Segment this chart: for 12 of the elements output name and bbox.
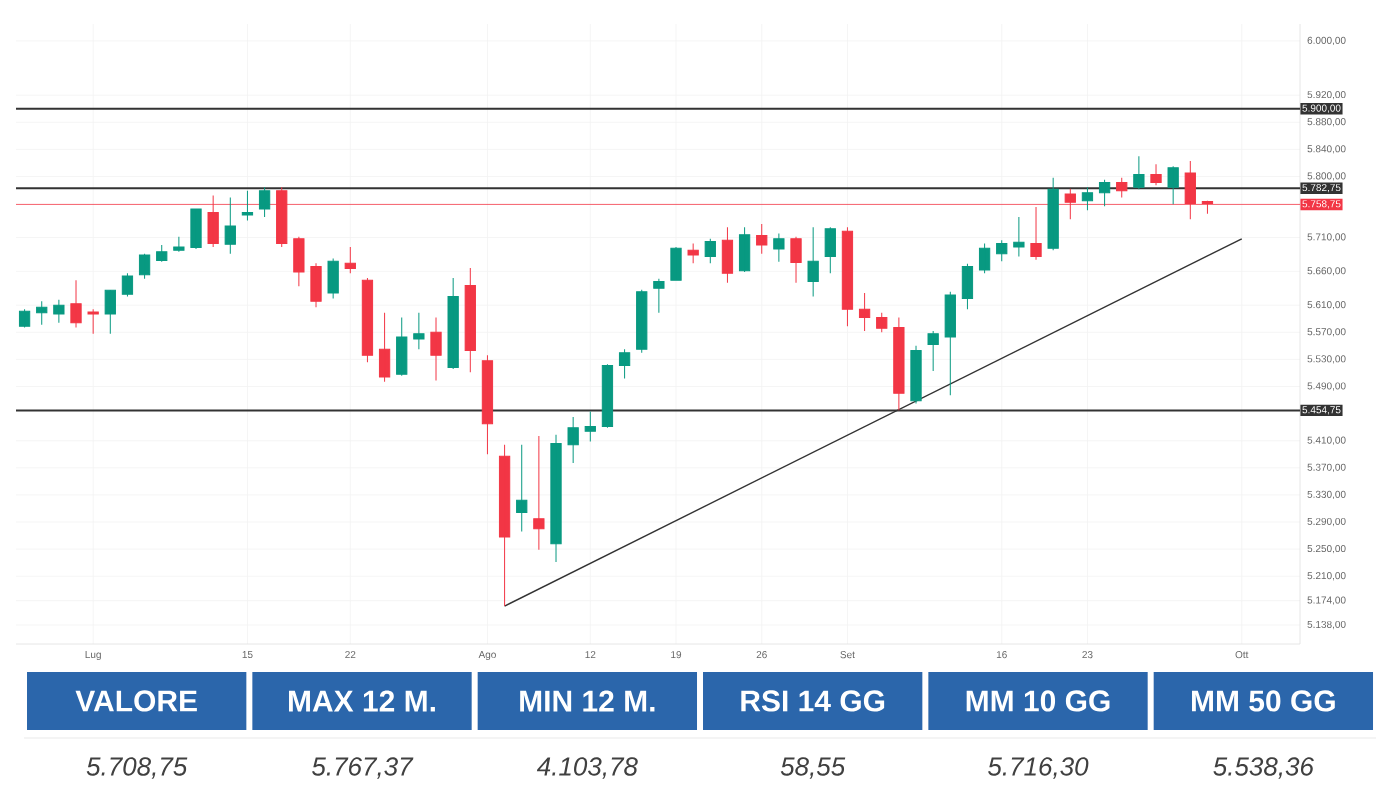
category-label: MAX 12 M.: [289, 690, 435, 712]
category-label: RSI 14 GG: [741, 690, 885, 712]
text: 4.103,78: [536, 757, 638, 779]
text: 58,55: [780, 757, 846, 779]
category-label: MIN 12 M.: [520, 690, 655, 712]
text: 5.767,37: [312, 757, 414, 779]
category-label: VALORE: [75, 690, 197, 712]
text: 5.538,36: [1213, 757, 1314, 779]
text: 5.708,75: [86, 757, 188, 779]
category-label: MM 50 GG: [1192, 690, 1335, 712]
text: 5.716,30: [988, 757, 1089, 779]
category-label: MM 10 GG: [966, 690, 1110, 712]
